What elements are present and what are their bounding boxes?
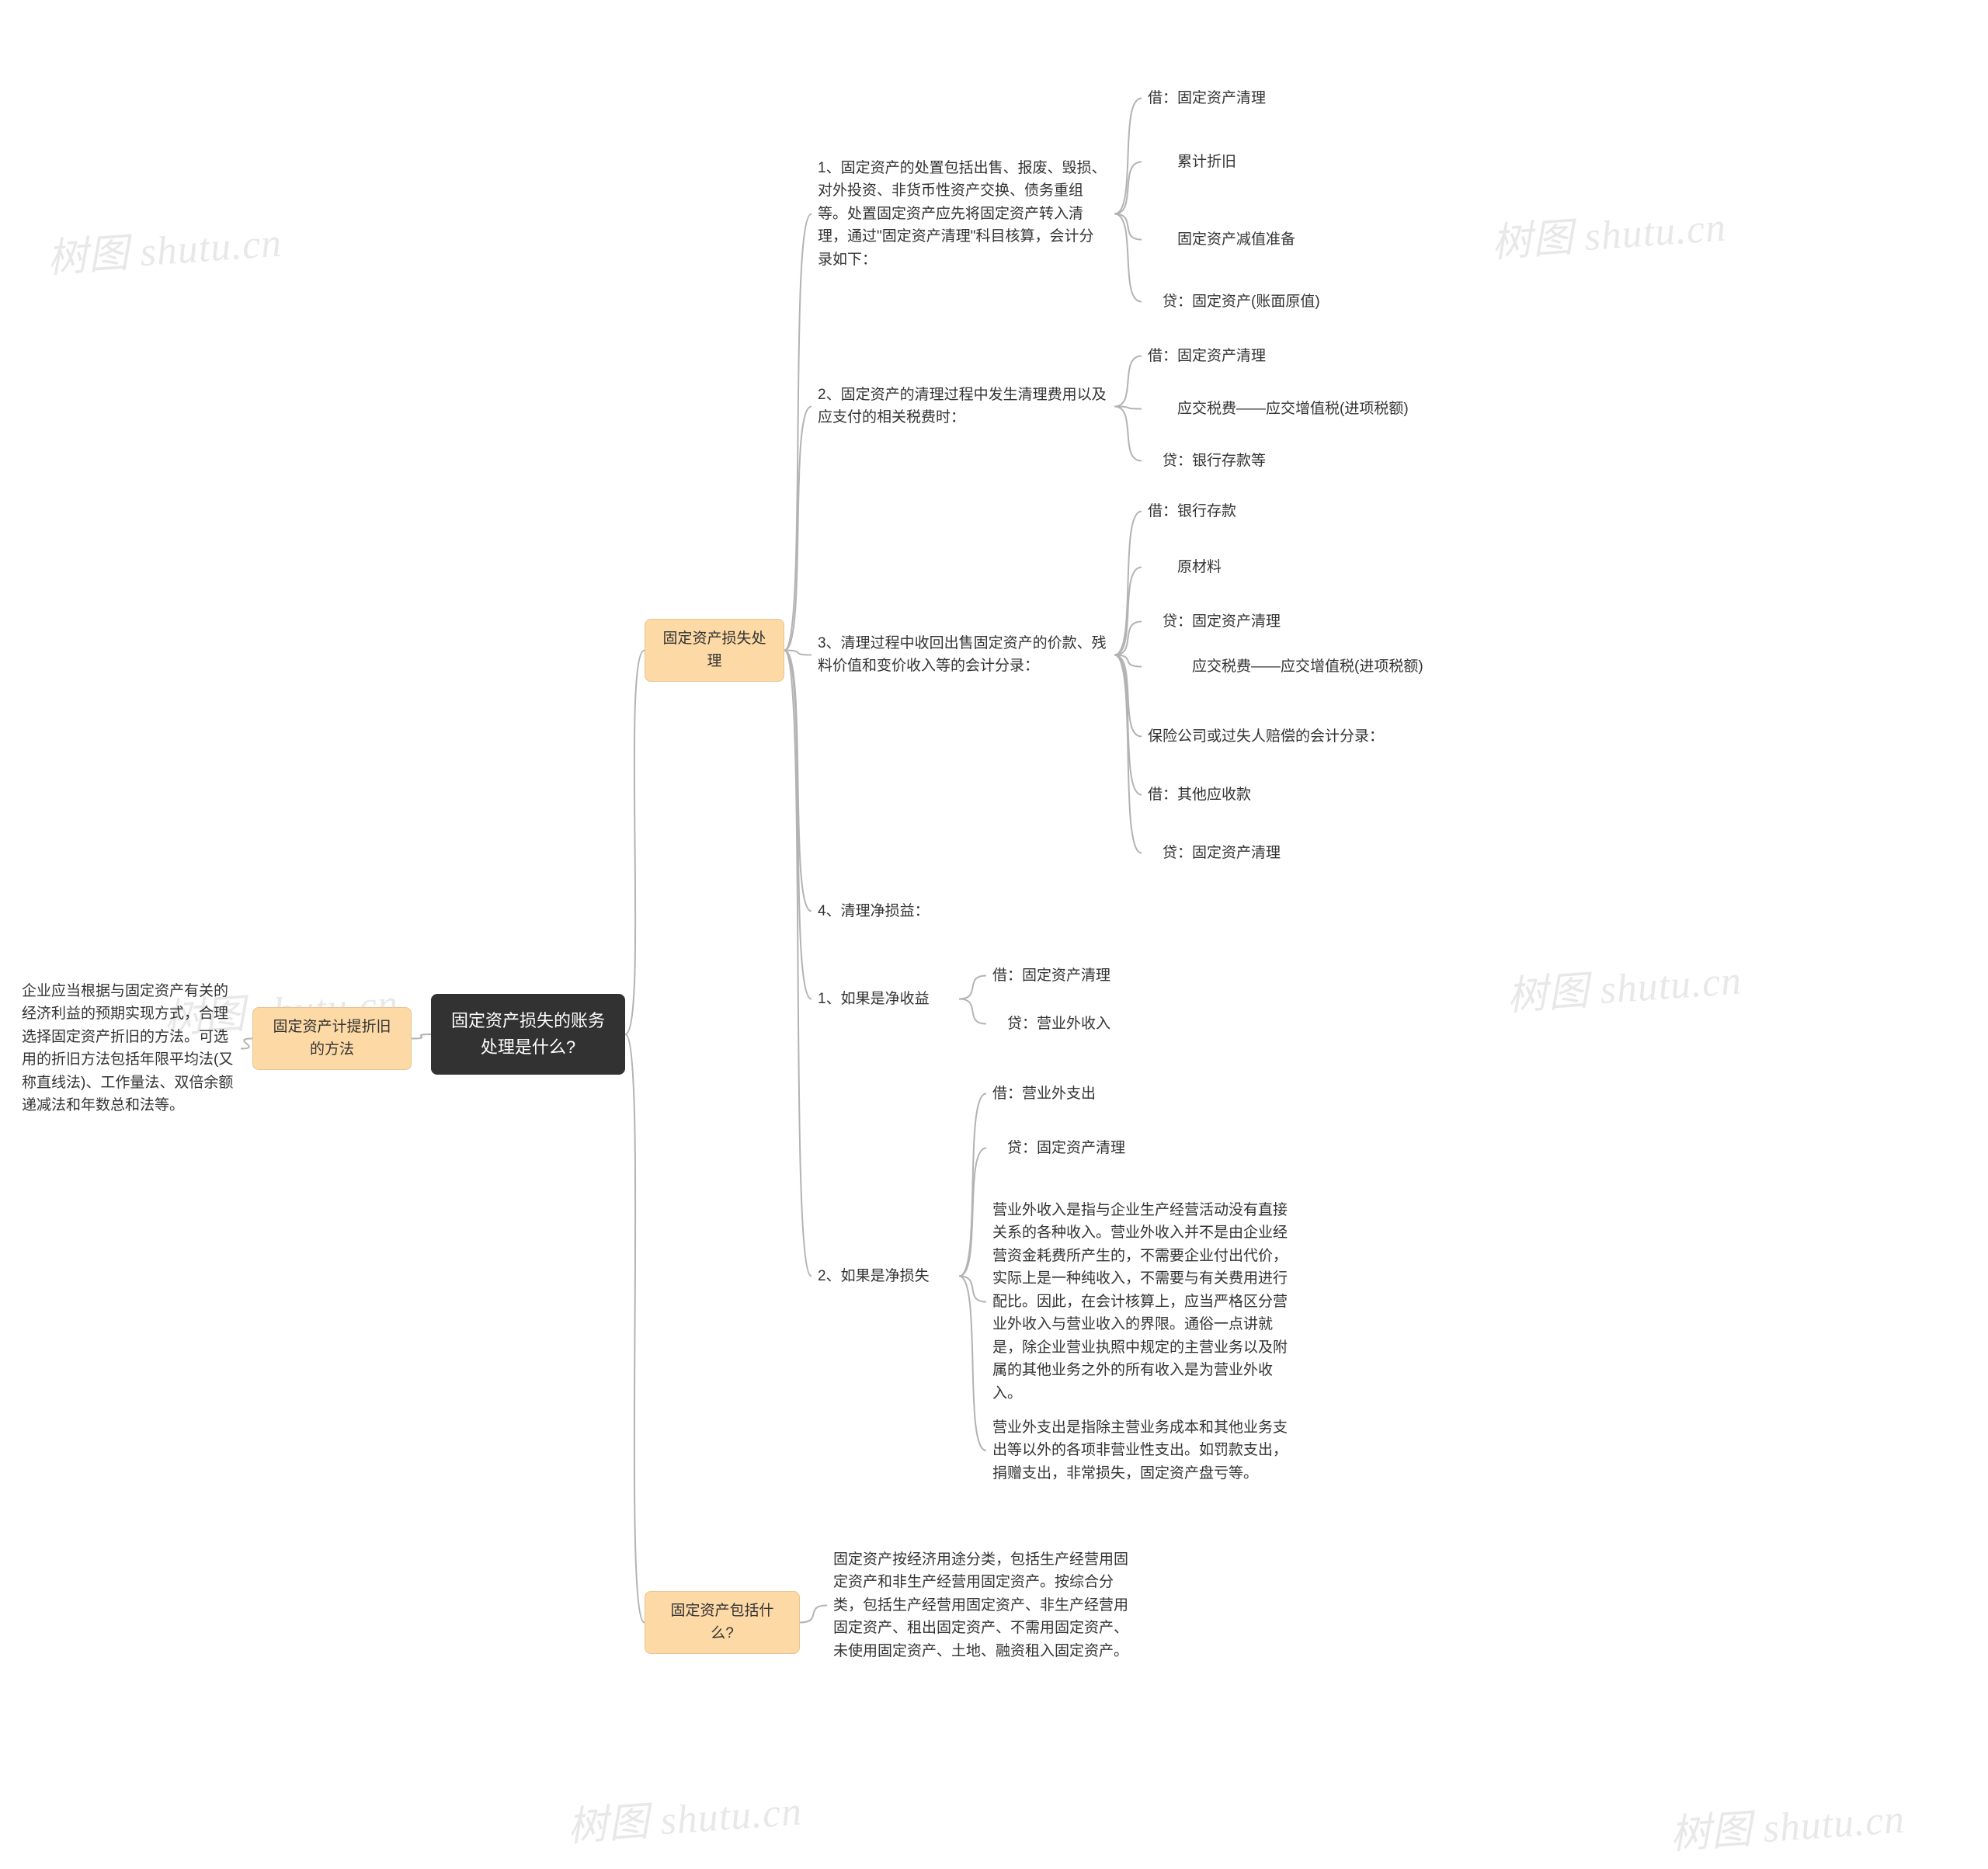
node-a3_5[interactable]: 保险公司或过失人赔偿的会计分录： bbox=[1142, 722, 1421, 751]
node-b_t[interactable]: 固定资产按经济用途分类，包括生产经营用固定资产和非生产经营用固定资产。按综合分类… bbox=[827, 1545, 1138, 1666]
node-left_t[interactable]: 企业应当根据与固定资产有关的经济利益的预期实现方式，合理选择固定资产折旧的方法。… bbox=[16, 977, 241, 1120]
node-a3_4[interactable]: 应交税费——应交增值税(进项税额) bbox=[1142, 652, 1444, 681]
node-a2_2[interactable]: 应交税费——应交增值税(进项税额) bbox=[1142, 394, 1444, 423]
node-a6_4[interactable]: 营业外支出是指除主营业务成本和其他业务支出等以外的各项非营业性支出。如罚款支出，… bbox=[986, 1413, 1297, 1488]
edge bbox=[959, 1277, 986, 1302]
node-root[interactable]: 固定资产损失的账务处理是什么? bbox=[431, 994, 625, 1075]
node-a6[interactable]: 2、如果是净损失 bbox=[812, 1262, 959, 1291]
node-a5_2[interactable]: 贷：营业外收入 bbox=[986, 1009, 1188, 1038]
node-right_b[interactable]: 固定资产包括什么? bbox=[645, 1591, 800, 1654]
node-a5[interactable]: 1、如果是净收益 bbox=[812, 985, 959, 1013]
node-a3_2[interactable]: 原材料 bbox=[1142, 553, 1343, 582]
edge bbox=[625, 651, 645, 1035]
node-a3[interactable]: 3、清理过程中收回出售固定资产的价款、残料价值和变价收入等的会计分录： bbox=[812, 629, 1114, 681]
node-a6_2[interactable]: 贷：固定资产清理 bbox=[986, 1134, 1219, 1162]
edge bbox=[625, 1034, 645, 1623]
edge bbox=[1114, 622, 1142, 655]
node-a1_4[interactable]: 贷：固定资产(账面原值) bbox=[1142, 287, 1375, 316]
edge bbox=[1114, 99, 1142, 214]
node-a1_3[interactable]: 固定资产减值准备 bbox=[1142, 225, 1343, 254]
node-a5_1[interactable]: 借：固定资产清理 bbox=[986, 961, 1188, 990]
edge bbox=[241, 1039, 252, 1049]
node-a2_1[interactable]: 借：固定资产清理 bbox=[1142, 342, 1375, 370]
node-a1[interactable]: 1、固定资产的处置包括出售、报废、毁损、对外投资、非货币性资产交换、债务重组等。… bbox=[812, 154, 1114, 274]
edge bbox=[959, 1277, 986, 1451]
node-right_a[interactable]: 固定资产损失处理 bbox=[645, 619, 784, 682]
node-a3_6[interactable]: 借：其他应收款 bbox=[1142, 780, 1343, 809]
edge bbox=[959, 976, 986, 999]
node-a2_3[interactable]: 贷：银行存款等 bbox=[1142, 446, 1343, 475]
node-a3_3[interactable]: 贷：固定资产清理 bbox=[1142, 607, 1375, 636]
edge bbox=[784, 214, 812, 651]
node-a4[interactable]: 4、清理净损益： bbox=[812, 897, 1114, 926]
mindmap-canvas: 树图 shutu.cn树图 shutu.cn树图 shutu.cn树图 shut… bbox=[0, 0, 1988, 1869]
node-a1_2[interactable]: 累计折旧 bbox=[1142, 148, 1343, 176]
node-left_b[interactable]: 固定资产计提折旧的方法 bbox=[252, 1007, 412, 1070]
node-a3_7[interactable]: 贷：固定资产清理 bbox=[1142, 839, 1375, 867]
node-a1_1[interactable]: 借：固定资产清理 bbox=[1142, 84, 1343, 113]
edge bbox=[1114, 356, 1142, 407]
edge bbox=[1114, 407, 1142, 461]
edge bbox=[800, 1606, 827, 1623]
edge bbox=[1114, 214, 1142, 240]
edge bbox=[959, 999, 986, 1024]
node-a6_1[interactable]: 借：营业外支出 bbox=[986, 1079, 1188, 1108]
edge bbox=[959, 1094, 986, 1277]
node-a3_1[interactable]: 借：银行存款 bbox=[1142, 497, 1343, 526]
node-a6_3[interactable]: 营业外收入是指与企业生产经营活动没有直接关系的各种收入。营业外收入并不是由企业经… bbox=[986, 1196, 1297, 1408]
node-a2[interactable]: 2、固定资产的清理过程中发生清理费用以及应支付的相关税费时： bbox=[812, 380, 1114, 433]
edge bbox=[412, 1034, 431, 1039]
